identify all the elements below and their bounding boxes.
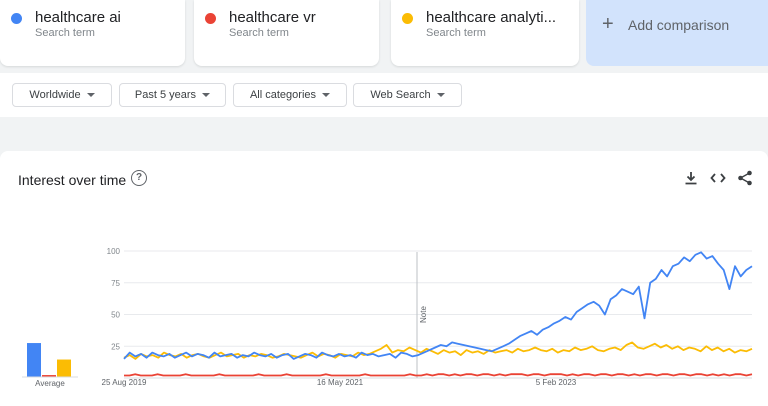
- caret-down-icon: [322, 93, 331, 97]
- series-line-healthcare-analyti[interactable]: [123, 341, 753, 360]
- average-bar: [42, 375, 56, 377]
- x-tick-label: 5 Feb 2023: [536, 378, 577, 387]
- average-label: Average: [35, 379, 65, 388]
- search-terms-bar: healthcare ai Search term healthcare vr …: [0, 0, 768, 66]
- caret-down-icon: [202, 93, 211, 97]
- term-card-2[interactable]: healthcare vr Search term: [194, 0, 379, 66]
- series-color-dot: [11, 13, 22, 24]
- caret-down-icon: [436, 93, 445, 97]
- x-tick-label: 16 May 2021: [317, 378, 364, 387]
- series-lines: [123, 251, 753, 377]
- add-comparison-label: Add comparison: [628, 17, 730, 33]
- interest-chart: Average 25 50 75 100 25 Aug 2019 16 May 2021…: [22, 247, 753, 388]
- caret-down-icon: [86, 93, 95, 97]
- panel-title: Interest over time: [18, 172, 127, 188]
- term-name[interactable]: healthcare analyti...: [426, 9, 557, 26]
- time-range-value: Past 5 years: [134, 89, 197, 101]
- time-range-select[interactable]: Past 5 years: [119, 83, 226, 107]
- y-tick-label: 25: [111, 342, 120, 351]
- help-icon[interactable]: ?: [131, 170, 147, 186]
- y-tick-label: 100: [107, 247, 121, 256]
- category-select[interactable]: All categories: [233, 83, 347, 107]
- x-axis: 25 Aug 2019 16 May 2021 5 Feb 2023: [102, 378, 577, 387]
- region-select[interactable]: Worldwide: [12, 83, 112, 107]
- interest-over-time-panel: Interest over time ? Average 25 50 75 100 2…: [0, 151, 768, 406]
- term-name[interactable]: healthcare ai: [35, 9, 121, 26]
- series-line-healthcare-ai[interactable]: [123, 251, 753, 360]
- chart-grid: 25 50 75 100: [107, 247, 752, 379]
- note-label[interactable]: Note: [419, 306, 428, 323]
- average-bar: [57, 359, 71, 377]
- add-comparison-button[interactable]: + Add comparison: [586, 0, 768, 66]
- download-icon[interactable]: [682, 169, 700, 187]
- average-bars: Average: [22, 343, 78, 388]
- search-property-value: Web Search: [370, 89, 431, 101]
- plus-icon: +: [602, 13, 614, 35]
- term-name[interactable]: healthcare vr: [229, 9, 316, 26]
- term-type: Search term: [426, 27, 486, 39]
- embed-icon[interactable]: [709, 169, 727, 187]
- share-icon[interactable]: [736, 169, 754, 187]
- term-type: Search term: [229, 27, 289, 39]
- term-card-3[interactable]: healthcare analyti... Search term: [391, 0, 579, 66]
- series-line-healthcare-vr[interactable]: [124, 373, 753, 377]
- y-tick-label: 50: [111, 311, 120, 320]
- series-color-dot: [402, 13, 413, 24]
- category-value: All categories: [249, 89, 317, 101]
- search-property-select[interactable]: Web Search: [353, 83, 462, 107]
- term-type: Search term: [35, 27, 95, 39]
- filter-bar: Worldwide Past 5 years All categories We…: [0, 73, 768, 117]
- region-value: Worldwide: [29, 89, 81, 101]
- y-tick-label: 75: [111, 279, 120, 288]
- average-bar: [27, 343, 41, 377]
- x-tick-label: 25 Aug 2019: [102, 378, 147, 387]
- series-color-dot: [205, 13, 216, 24]
- term-card-1[interactable]: healthcare ai Search term: [0, 0, 185, 66]
